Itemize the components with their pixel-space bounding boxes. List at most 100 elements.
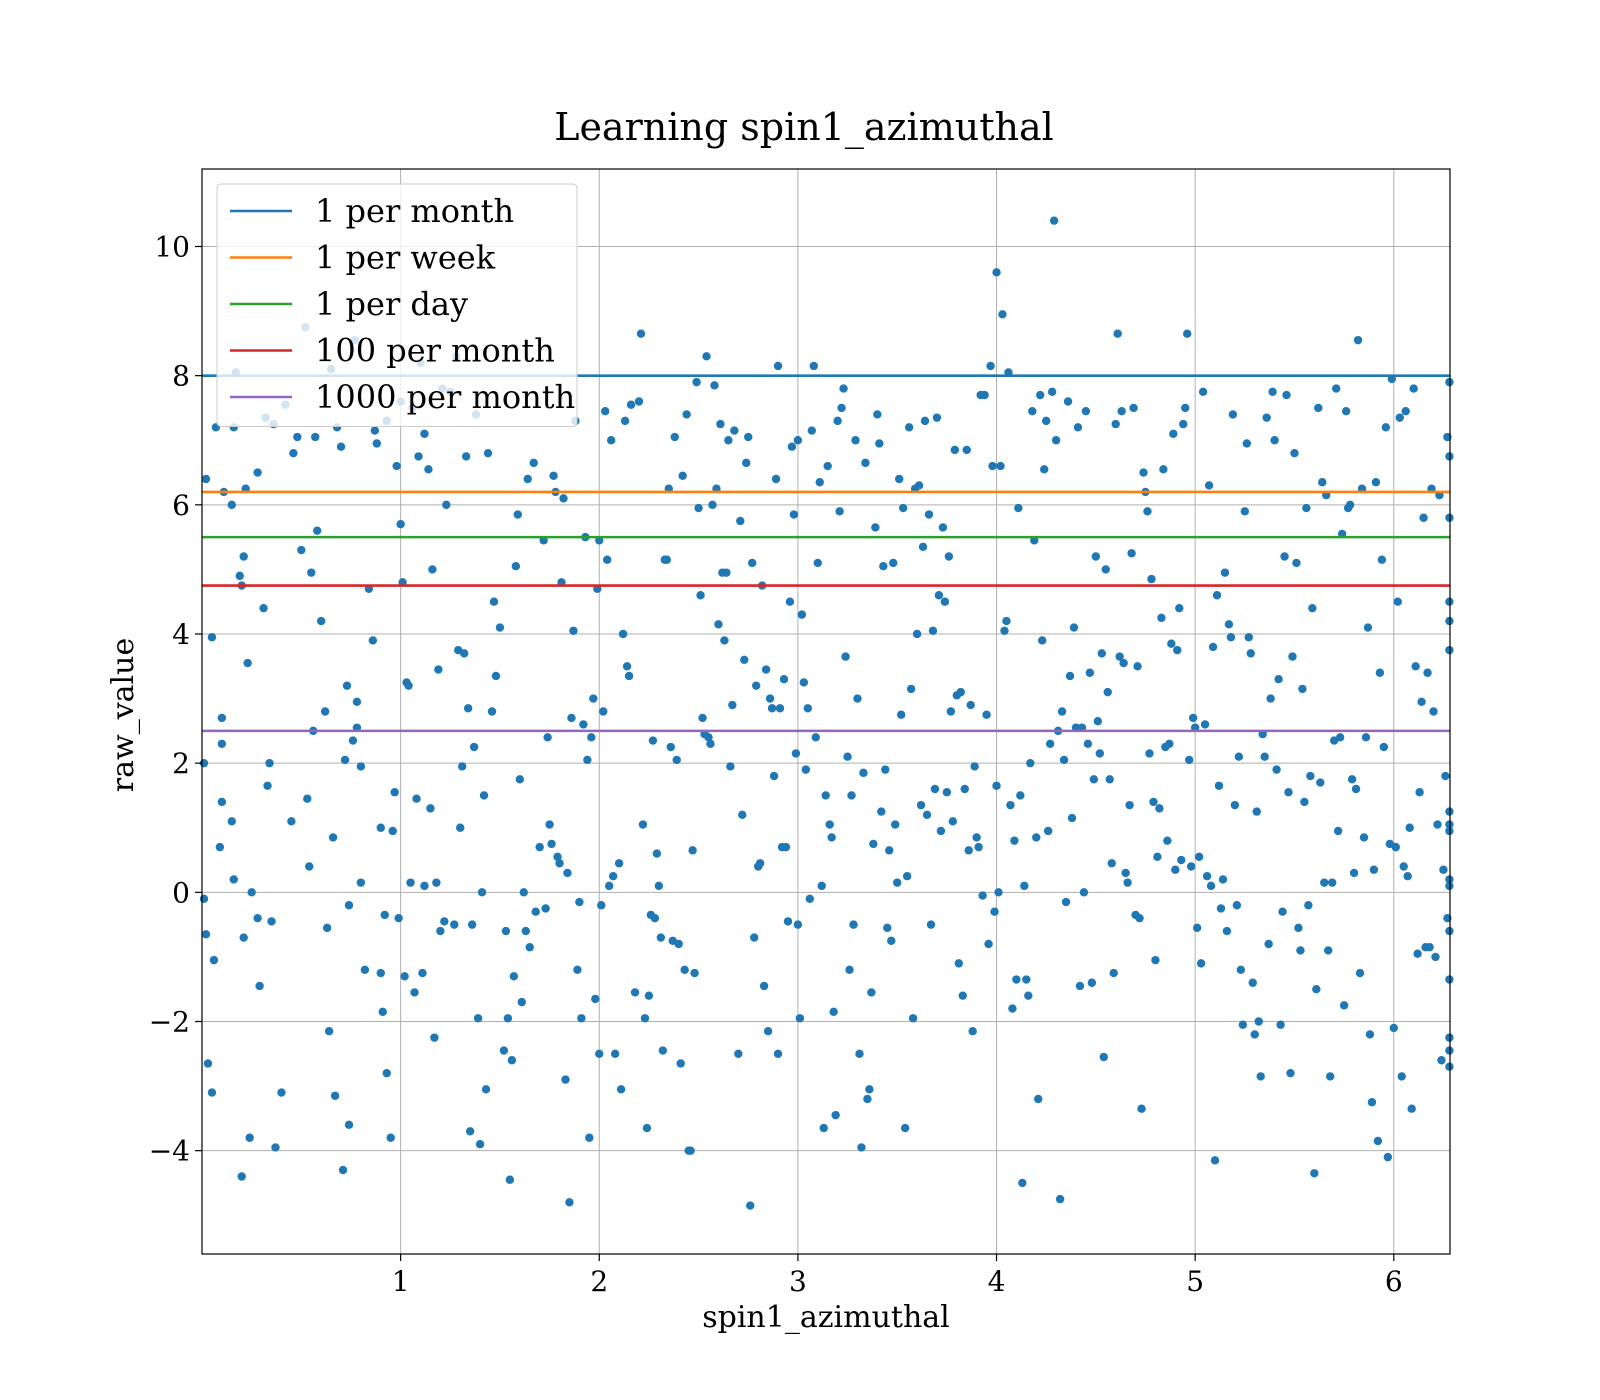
data-point <box>263 781 272 790</box>
data-point <box>1095 749 1105 758</box>
data-point <box>992 781 1001 790</box>
data-point <box>380 910 389 920</box>
data-point <box>217 713 227 723</box>
data-point <box>253 468 262 477</box>
data-point <box>344 1120 354 1130</box>
data-point <box>694 503 703 513</box>
data-point <box>541 904 550 913</box>
data-point <box>1135 913 1144 923</box>
data-point <box>1020 881 1029 891</box>
data-point <box>1274 675 1283 684</box>
data-point <box>1222 926 1232 936</box>
data-point <box>1284 788 1293 797</box>
data-point <box>1318 478 1327 487</box>
data-point <box>763 1026 773 1036</box>
data-point <box>986 361 995 371</box>
data-point <box>320 707 330 716</box>
data-point <box>640 1014 650 1023</box>
data-point <box>1093 716 1103 726</box>
data-point <box>875 439 884 448</box>
data-point <box>885 846 894 855</box>
data-point <box>748 558 757 568</box>
data-point <box>881 765 890 774</box>
data-point <box>1401 406 1410 416</box>
data-point <box>1153 852 1162 862</box>
data-point <box>954 959 963 968</box>
data-point <box>344 901 354 910</box>
data-point <box>916 800 926 810</box>
data-point <box>893 878 902 887</box>
data-point <box>724 436 733 445</box>
data-point <box>1014 503 1023 513</box>
legend-label: 1 per month <box>315 192 514 230</box>
data-point <box>1121 868 1130 878</box>
data-point <box>1006 800 1015 810</box>
data-point <box>690 968 699 978</box>
data-point <box>209 955 219 965</box>
data-point <box>970 762 979 771</box>
data-point <box>370 426 380 435</box>
data-point <box>1333 826 1343 836</box>
data-point <box>799 678 809 687</box>
data-point <box>1079 888 1089 897</box>
data-point <box>1365 1030 1375 1039</box>
data-point <box>412 794 421 803</box>
threshold-lines <box>202 374 1450 733</box>
data-point <box>1246 649 1255 658</box>
data-point <box>1167 639 1176 648</box>
data-point <box>442 500 451 510</box>
data-point <box>1415 788 1424 797</box>
data-point <box>1206 881 1216 891</box>
data-point <box>1119 658 1128 668</box>
data-point <box>410 988 419 997</box>
data-point <box>390 788 399 797</box>
data-point <box>759 981 769 991</box>
data-point <box>811 733 820 742</box>
data-point <box>1238 1020 1248 1029</box>
data-point <box>654 881 664 891</box>
data-point <box>791 749 801 758</box>
data-point <box>243 658 252 668</box>
data-point <box>1184 755 1194 765</box>
data-point <box>815 478 824 487</box>
data-point <box>336 442 346 451</box>
data-point <box>879 561 888 571</box>
data-point <box>714 620 723 629</box>
data-point <box>535 842 544 852</box>
data-point <box>936 826 946 836</box>
data-point <box>608 871 618 881</box>
data-point <box>889 558 898 568</box>
data-point <box>1268 387 1277 397</box>
data-point <box>521 926 530 936</box>
data-point <box>400 972 409 981</box>
data-point <box>644 991 654 1000</box>
data-point <box>328 833 338 842</box>
data-point <box>809 361 818 371</box>
data-point <box>956 687 965 697</box>
data-point <box>515 775 525 784</box>
data-point <box>1016 791 1025 800</box>
data-point <box>670 432 679 442</box>
data-point <box>652 849 662 858</box>
data-point <box>1139 468 1148 477</box>
data-point <box>491 671 501 681</box>
data-point <box>420 429 429 438</box>
data-point <box>1159 465 1168 474</box>
data-point <box>569 626 578 635</box>
data-point <box>1425 943 1434 952</box>
data-point <box>406 878 415 887</box>
y-tick-label: 2 <box>172 747 190 780</box>
data-point <box>481 1085 491 1094</box>
data-point <box>348 736 358 745</box>
data-point <box>475 1140 485 1149</box>
data-point <box>1331 384 1341 393</box>
data-point <box>606 436 616 445</box>
data-point <box>267 917 276 926</box>
data-point <box>626 400 636 409</box>
data-point <box>618 629 628 639</box>
data-point <box>785 597 795 606</box>
data-point <box>1240 507 1250 516</box>
data-point <box>928 626 938 635</box>
data-point <box>1224 620 1234 629</box>
data-point <box>239 933 248 942</box>
